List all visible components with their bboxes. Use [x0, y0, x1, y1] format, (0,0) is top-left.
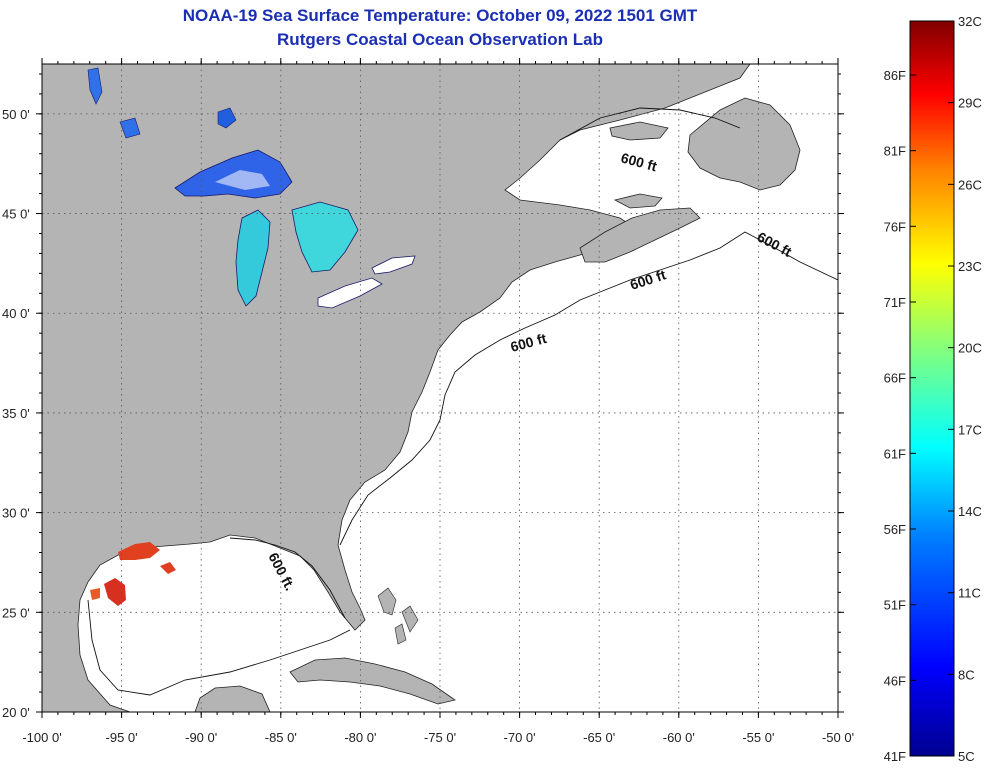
- lon-tick-label: -65 0': [583, 730, 615, 745]
- lake-nw: [87, 67, 141, 139]
- warm-sst-patch: [90, 542, 176, 606]
- colorbar-f-label: 51F: [884, 598, 906, 613]
- colorbar-f-label: 46F: [884, 673, 906, 688]
- lon-tick-label: -60 0': [663, 730, 695, 745]
- lon-tick-label: -80 0': [344, 730, 376, 745]
- colorbar-c-label: 20C: [958, 341, 982, 356]
- colorbar-c-label: 32C: [958, 14, 982, 29]
- lat-tick-label: 20 0': [2, 705, 30, 720]
- lon-tick-label: -50 0': [822, 730, 854, 745]
- colorbar-c-label: 5C: [958, 749, 975, 764]
- lat-tick-label: 40 0': [2, 306, 30, 321]
- lat-tick-label: 25 0': [2, 605, 30, 620]
- lon-tick-label: -85 0': [265, 730, 297, 745]
- lat-tick-label: 50 0': [2, 107, 30, 122]
- lake-ontario: [371, 255, 416, 275]
- colorbar-f-label: 56F: [884, 522, 906, 537]
- land-nova-scotia: [579, 207, 701, 263]
- colorbar: 32C 29C 26C 23C 20C 17C 14C 11C 8C 5C 86F 81F 76F 71F…: [884, 14, 982, 764]
- colorbar-f-label: 61F: [884, 446, 906, 461]
- colorbar-c-label: 29C: [958, 96, 982, 111]
- lat-tick-label: 45 0': [2, 207, 30, 222]
- map-subtitle: Rutgers Coastal Ocean Observation Lab: [277, 30, 603, 49]
- land-cuba: [289, 657, 456, 705]
- colorbar-f-label: 41F: [884, 749, 906, 764]
- colorbar-ticks: 32C 29C 26C 23C 20C 17C 14C 11C 8C 5C 86F 81F 76F 71F…: [884, 14, 982, 764]
- land-bahamas: [377, 587, 419, 645]
- lake-nipigon: [217, 107, 237, 129]
- colorbar-f-label: 66F: [884, 371, 906, 386]
- lake-erie: [317, 277, 383, 309]
- colorbar-f-label: 81F: [884, 144, 906, 159]
- colorbar-c-label: 26C: [958, 177, 982, 192]
- land-yucatan: [194, 685, 271, 712]
- colorbar-c-label: 11C: [958, 586, 981, 601]
- lon-tick-label: -95 0': [106, 730, 138, 745]
- lon-tick-label: -100 0': [22, 730, 61, 745]
- colorbar-c-label: 17C: [958, 422, 982, 437]
- colorbar-c-label: 8C: [958, 667, 975, 682]
- land-newfoundland: [687, 97, 801, 191]
- lon-tick-label: -55 0': [742, 730, 774, 745]
- longitude-axis: -100 0' -95 0' -90 0' -85 0' -80 0' -75 0' -70…: [22, 58, 854, 745]
- land-anticosti: [609, 121, 669, 141]
- lat-tick-label: 30 0': [2, 506, 30, 521]
- colorbar-c-label: 23C: [958, 259, 982, 274]
- lon-tick-label: -90 0': [185, 730, 217, 745]
- lat-tick-label: 35 0': [2, 406, 30, 421]
- map-title: NOAA-19 Sea Surface Temperature: October…: [182, 6, 698, 25]
- lake-michigan: [235, 209, 271, 307]
- colorbar-c-label: 14C: [958, 504, 982, 519]
- lake-huron: [291, 201, 359, 273]
- colorbar-f-label: 86F: [884, 68, 906, 83]
- lon-tick-label: -70 0': [504, 730, 536, 745]
- lake-superior-cool: [215, 170, 270, 190]
- colorbar-f-label: 76F: [884, 219, 906, 234]
- land-pei: [613, 193, 663, 209]
- colorbar-f-label: 71F: [884, 295, 906, 310]
- colorbar-scale: [909, 20, 955, 757]
- isobath-600ft: [87, 107, 838, 696]
- great-lakes: [87, 67, 416, 309]
- graticule: [42, 64, 838, 712]
- lon-tick-label: -75 0': [424, 730, 456, 745]
- latitude-axis: 20 0' 25 0' 30 0' 35 0' 40 0' 45 0' 50 0': [2, 73, 844, 720]
